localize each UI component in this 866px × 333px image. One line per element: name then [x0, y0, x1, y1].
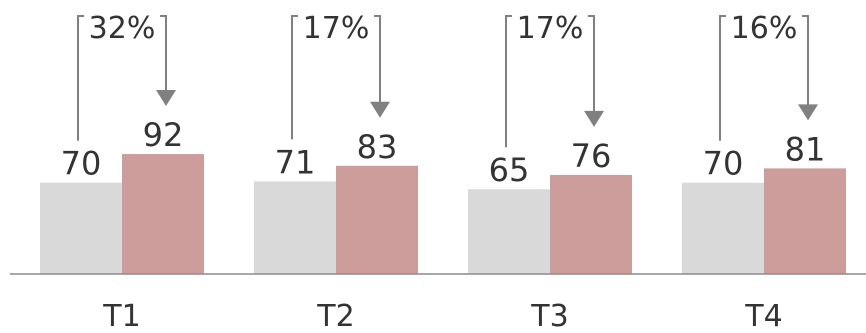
change-label-t1: 32%: [89, 11, 156, 46]
data-label-t4-before: 70: [703, 145, 744, 183]
bar-t3-before: [468, 189, 550, 274]
change-label-t3: 17%: [517, 11, 584, 46]
arrow-down-icon: [370, 101, 390, 118]
x-tick-label-t1: T1: [102, 299, 140, 333]
bracket-right-t4: [802, 15, 809, 107]
data-label-t1-after: 92: [143, 116, 184, 154]
arrow-down-icon: [584, 110, 604, 127]
change-annotation-t1: 32%: [77, 11, 176, 141]
x-tick-labels: T1 T2 T3 T4: [102, 299, 782, 333]
arrow-down-icon: [156, 90, 176, 107]
x-tick-label-t3: T3: [530, 299, 568, 333]
bar-t4-after: [764, 168, 846, 274]
bracket-left-t1: [77, 15, 84, 141]
change-annotation-t4: 16%: [719, 11, 818, 141]
arrow-down-icon: [798, 104, 818, 121]
bracket-left-t2: [291, 15, 298, 140]
bracket-right-t3: [588, 15, 595, 113]
x-tick-label-t2: T2: [316, 299, 354, 333]
data-label-t2-before: 71: [275, 143, 316, 181]
data-label-t4-after: 81: [785, 130, 826, 168]
change-annotations: 32% 17% 17% 16%: [77, 11, 818, 148]
x-tick-label-t4: T4: [744, 299, 782, 333]
change-annotation-t2: 17%: [291, 11, 390, 140]
data-label-t3-before: 65: [489, 151, 530, 189]
bar-t3-after: [550, 174, 632, 274]
data-label-t1-before: 70: [61, 145, 102, 183]
bracket-right-t1: [160, 15, 167, 93]
data-labels: 70 92 71 83 65 76 70 81: [61, 116, 826, 189]
bar-t2-after: [336, 165, 418, 274]
bracket-right-t2: [374, 15, 381, 104]
bracket-left-t4: [719, 15, 726, 141]
bar-t1-before: [40, 182, 122, 274]
change-label-t4: 16%: [731, 11, 798, 46]
bracket-left-t3: [505, 15, 512, 148]
data-label-t3-after: 76: [571, 137, 612, 175]
change-annotation-t3: 17%: [505, 11, 604, 148]
change-label-t2: 17%: [303, 11, 370, 46]
bar-t1-after: [122, 154, 204, 274]
bar-t2-before: [254, 181, 336, 274]
bar-marks: [40, 154, 846, 274]
bar-t4-before: [682, 182, 764, 274]
data-label-t2-after: 83: [357, 128, 398, 166]
